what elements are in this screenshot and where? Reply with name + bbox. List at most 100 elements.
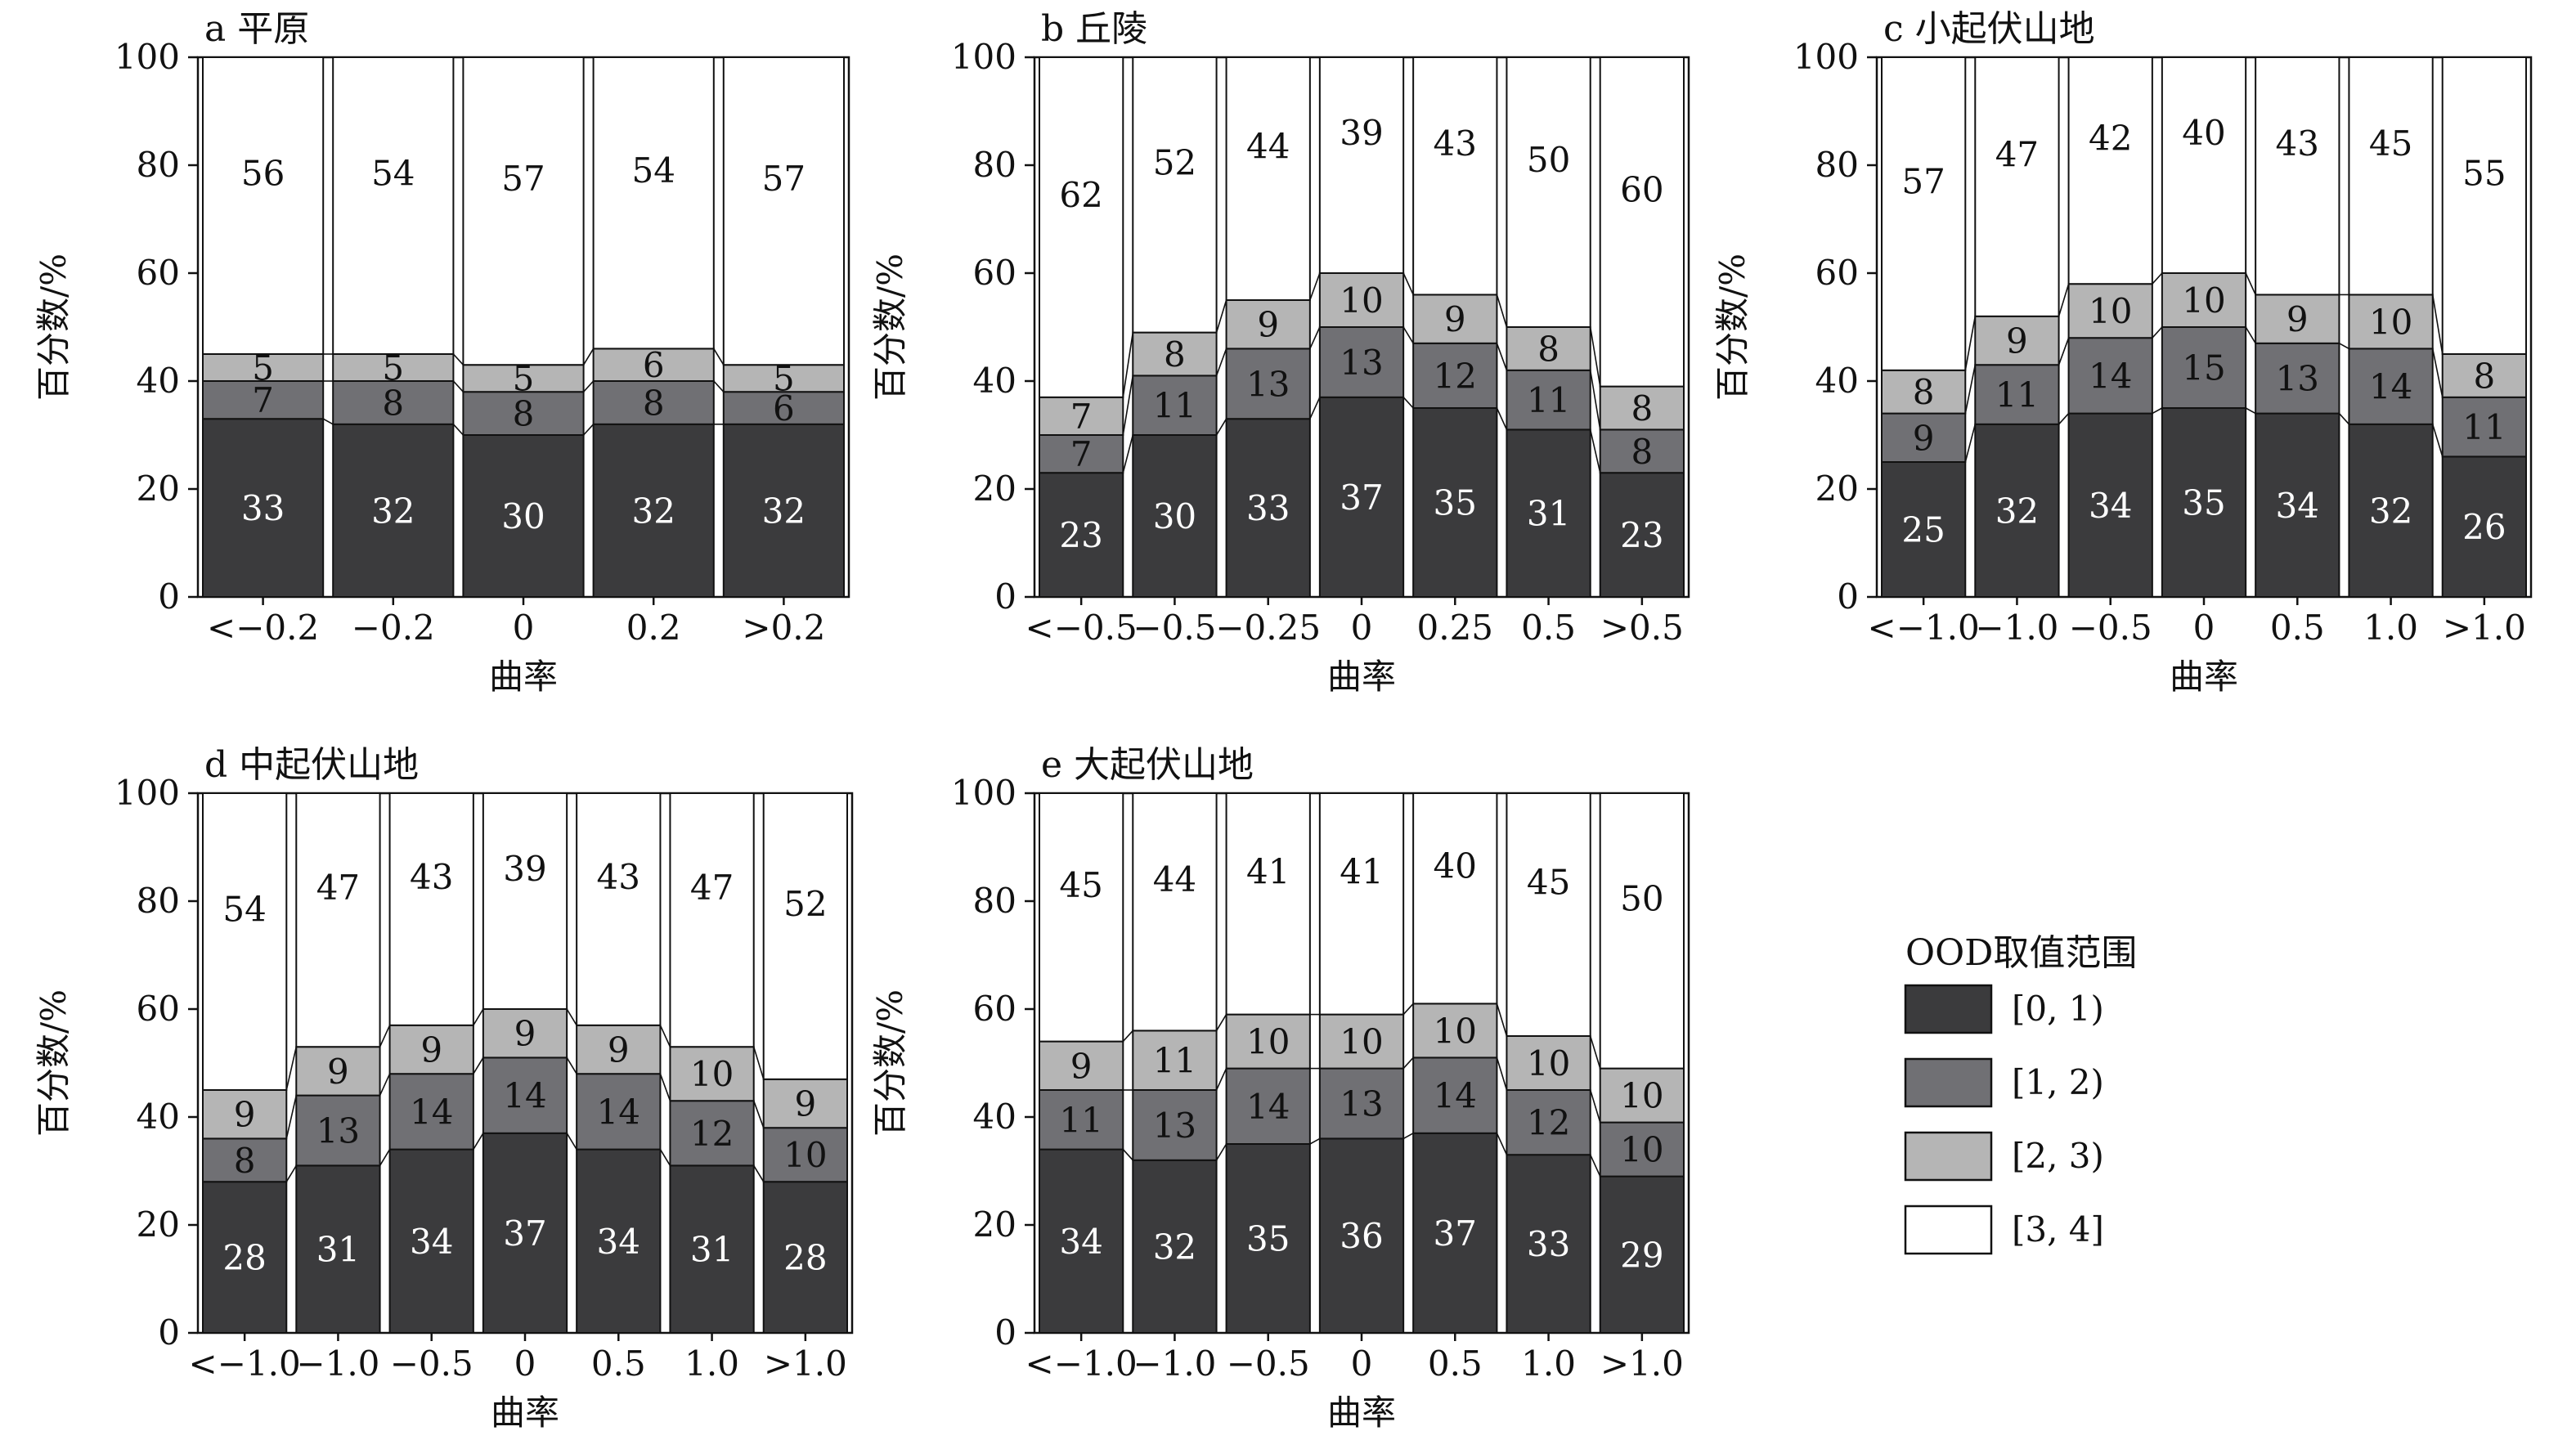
x-tick-label: 0 [1351, 1344, 1373, 1384]
connector-line [2431, 294, 2444, 355]
x-tick-label: <−1.0 [189, 1344, 301, 1384]
data-label: 32 [371, 491, 415, 531]
data-label: 56 [241, 154, 285, 194]
data-label: 9 [794, 1084, 816, 1124]
y-tick-label: 100 [951, 773, 1016, 813]
bar-segment [295, 792, 381, 1048]
data-label: 30 [1153, 496, 1196, 536]
data-label: 8 [382, 383, 404, 423]
connector-line [659, 1025, 671, 1047]
bar-segment [1039, 434, 1124, 474]
connector-line [713, 348, 725, 366]
data-label: 7 [1070, 434, 1093, 474]
data-label: 32 [1995, 491, 2039, 531]
connector-line [2152, 407, 2163, 415]
data-label: 11 [2462, 407, 2506, 447]
x-tick-label: >1.0 [2443, 608, 2526, 648]
x-tick-label: 1.0 [684, 1344, 739, 1384]
bar-segment [332, 380, 455, 425]
bar-segment [1599, 1067, 1685, 1124]
data-label: 9 [420, 1030, 442, 1070]
x-tick-label: <−0.5 [1025, 608, 1138, 648]
bar-segment [2067, 283, 2153, 339]
data-label: 6 [773, 388, 795, 428]
chart-panel-a: a 平原 0 20 40 60 80 100 百分数/% <−0.2 −0.2 0 0.2 >0.2 33… [34, 8, 850, 697]
data-label: 5 [382, 348, 404, 388]
y-tick-label: 60 [973, 989, 1016, 1029]
data-label: 44 [1153, 859, 1196, 899]
data-label: 14 [410, 1092, 453, 1132]
connector-line [1215, 1014, 1227, 1031]
data-label: 13 [316, 1111, 360, 1151]
bar-segment [1506, 1089, 1591, 1156]
data-label: 14 [597, 1092, 640, 1132]
data-label: 34 [410, 1222, 453, 1262]
chart-panel-b: b 丘陵 0 20 40 60 80 100 百分数/% <−0.5−0.5−0.25 0 0.25… [870, 8, 1690, 697]
bar-segment [295, 1094, 381, 1167]
data-label: 45 [2369, 123, 2412, 164]
bar-segment [202, 353, 325, 382]
connector-line [1964, 316, 1977, 370]
connector-line [1309, 397, 1321, 419]
connector-line [285, 1095, 298, 1139]
connector-line [1215, 418, 1227, 436]
bar-segment [762, 1127, 849, 1183]
bar-segment [1881, 56, 1967, 371]
data-label: 37 [1434, 1213, 1477, 1254]
bar-segment [1318, 1013, 1405, 1070]
bar-segment [2161, 56, 2247, 274]
bar-segment [1318, 792, 1405, 1016]
data-label: 14 [1246, 1087, 1290, 1127]
bar-segment [332, 353, 455, 382]
data-label: 50 [1620, 878, 1663, 918]
legend-item-label: [3, 4] [2012, 1209, 2104, 1249]
y-tick-label: 100 [951, 37, 1016, 77]
y-tick-label: 100 [114, 773, 180, 813]
bar-segment [1881, 412, 1967, 464]
bar-segment [1506, 326, 1591, 371]
connector-line [322, 418, 334, 425]
bar-segment [1599, 1175, 1685, 1334]
bar-segment [1225, 299, 1311, 350]
bar-segment [2441, 56, 2528, 355]
bar-segment [388, 1148, 474, 1334]
connector-line [1589, 370, 1601, 430]
connector-line [452, 424, 464, 436]
connector-line [753, 1164, 765, 1182]
bar-segment [1039, 472, 1124, 599]
data-label: 40 [2182, 113, 2225, 153]
data-label: 9 [234, 1095, 256, 1135]
data-label: 33 [241, 488, 285, 528]
data-label: 8 [1631, 432, 1653, 472]
bar-segment [1318, 56, 1405, 274]
bar-segment [482, 1056, 568, 1134]
bar-segment [1506, 428, 1591, 599]
connector-line [1122, 375, 1134, 436]
bar-segment [1506, 1154, 1591, 1334]
bar-segment [462, 364, 585, 393]
data-label: 55 [2462, 154, 2506, 194]
data-label: 9 [514, 1014, 536, 1054]
connector-line [1402, 1003, 1414, 1016]
connector-line [1589, 326, 1601, 387]
connector-line [1402, 1056, 1414, 1070]
bar-segment [1974, 56, 2060, 317]
legend-item-label: [0, 1) [2012, 989, 2104, 1029]
connector-line [2058, 283, 2070, 317]
bar-segment [722, 423, 845, 598]
data-label: 45 [1527, 863, 1570, 903]
x-tick-label: 0.5 [2270, 608, 2325, 648]
data-label: 11 [1153, 386, 1196, 426]
legend-item-label: [2, 3) [2012, 1136, 2104, 1176]
data-label: 5 [252, 348, 274, 388]
data-label: 14 [1434, 1076, 1477, 1116]
y-tick-label: 0 [994, 576, 1016, 617]
bar-segment [1039, 396, 1124, 436]
connector-line [583, 380, 595, 393]
bar-segment [482, 1008, 568, 1059]
connector-line [2152, 326, 2163, 339]
bar-segment [1225, 792, 1311, 1016]
data-label: 45 [1059, 865, 1102, 905]
x-axis-label: 曲率 [2170, 657, 2238, 697]
data-label: 39 [503, 849, 546, 889]
